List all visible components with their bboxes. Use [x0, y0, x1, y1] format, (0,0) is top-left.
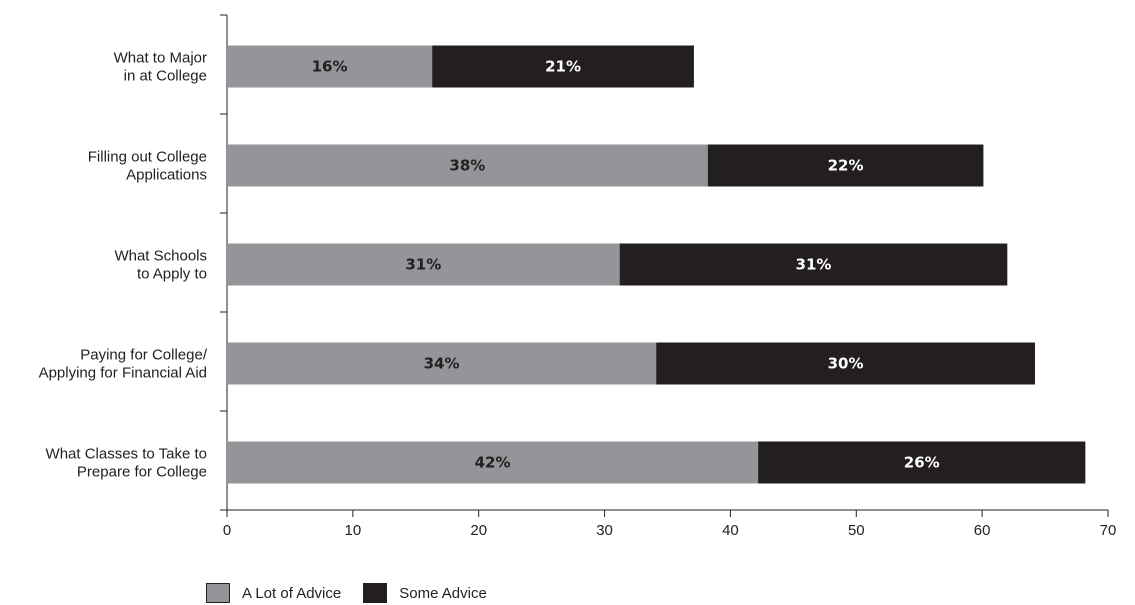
- bar-data-label: 38%: [449, 157, 485, 175]
- x-tick-label-20: 20: [470, 522, 487, 539]
- bar-data-label: 21%: [545, 58, 581, 76]
- x-tick-label-10: 10: [345, 522, 362, 539]
- category-label: What to Major: [114, 50, 207, 67]
- x-tick-label-30: 30: [596, 522, 613, 539]
- bar-a-lot-of-advice: [227, 45, 433, 88]
- bar-some-advice: [758, 441, 1086, 484]
- category-label: Prepare for College: [77, 464, 207, 481]
- bar-data-label: 31%: [405, 256, 441, 274]
- bar-data-label: 16%: [312, 58, 348, 76]
- bar-data-label: 22%: [828, 157, 864, 175]
- bar-some-advice: [707, 144, 984, 187]
- bar-some-advice: [619, 243, 1008, 286]
- category-label: Applying for Financial Aid: [39, 365, 207, 382]
- bar-a-lot-of-advice: [227, 441, 759, 484]
- category-label: Filling out College: [88, 149, 207, 166]
- category-label: in at College: [124, 68, 207, 85]
- category-label: Applications: [126, 167, 207, 184]
- bar-data-label: 26%: [904, 454, 940, 472]
- bar-a-lot-of-advice: [227, 342, 657, 385]
- chart-bars: [227, 45, 1086, 484]
- chart-legend: A Lot of Advice Some Advice: [206, 583, 509, 603]
- legend-item-a-lot-of-advice: A Lot of Advice: [206, 583, 341, 603]
- legend-label-a-lot-of-advice: A Lot of Advice: [242, 584, 342, 602]
- x-tick-label-70: 70: [1100, 522, 1117, 539]
- bar-some-advice: [656, 342, 1036, 385]
- category-label: to Apply to: [137, 266, 207, 283]
- bar-data-label: 31%: [796, 256, 832, 274]
- bar-data-label: 30%: [828, 355, 864, 373]
- legend-swatch-some-advice: [363, 583, 388, 603]
- chart-axes: 0 10 20 30 40 50 60 70: [220, 14, 1117, 539]
- x-tick-label-40: 40: [722, 522, 739, 539]
- legend-swatch-a-lot-of-advice: [206, 583, 230, 603]
- bar-a-lot-of-advice: [227, 144, 708, 187]
- bar-some-advice: [432, 45, 694, 88]
- category-label: What Classes to Take to: [46, 446, 207, 463]
- x-tick-label-0: 0: [223, 522, 231, 539]
- category-label: Paying for College/: [80, 347, 208, 364]
- legend-item-some-advice: Some Advice: [363, 583, 487, 603]
- x-tick-label-50: 50: [848, 522, 865, 539]
- bar-data-label: 34%: [424, 355, 460, 373]
- bar-data-label: 42%: [475, 454, 511, 472]
- bar-a-lot-of-advice: [227, 243, 620, 286]
- x-tick-label-60: 60: [974, 522, 991, 539]
- legend-label-some-advice: Some Advice: [399, 584, 487, 602]
- category-label: What Schools: [114, 248, 207, 265]
